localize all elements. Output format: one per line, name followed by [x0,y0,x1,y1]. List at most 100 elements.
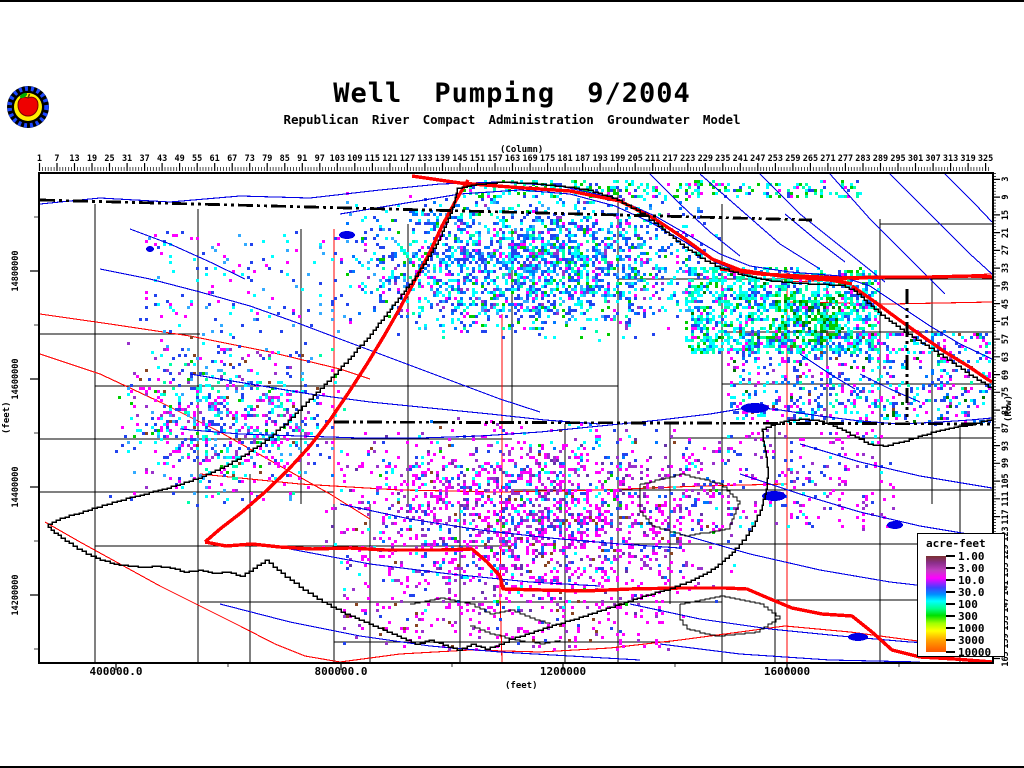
legend-tick [946,579,955,581]
column-label: 319 [960,154,976,164]
highway-thin [339,625,786,662]
interior-boundary [470,625,561,645]
stream-line [699,174,821,270]
column-label: 235 [715,154,731,164]
column-label: 13 [69,154,80,164]
stream-line [99,268,541,413]
reservoir-lake [887,521,903,529]
column-ticks [38,163,989,171]
column-label: 187 [574,154,591,164]
map-plot-area [38,172,994,664]
legend-value: 10.0 [958,574,985,587]
highway-thick [204,540,992,662]
column-label: 55 [192,154,203,164]
column-label: 49 [174,154,185,164]
state-border-line [40,198,813,222]
legend-tick [946,555,955,557]
column-label: 295 [890,154,906,164]
column-label: 205 [627,154,643,164]
stream-line [189,373,601,425]
column-label: 217 [662,154,678,164]
column-label: 229 [697,154,713,164]
state-border-line [333,420,992,426]
column-label: 43 [156,154,168,164]
highway-thin [40,313,371,380]
header: Well Pumping 9/2004 Republican River Com… [0,78,1024,127]
page-subtitle: Republican River Compact Administration … [283,112,741,127]
column-label: 253 [767,154,784,164]
column-label: 25 [104,154,115,164]
x-feet-label: 1600000 [763,665,811,678]
model-domain-boundary [47,181,992,651]
legend-entry: 3000 [918,634,1004,652]
x-feet-ticks [115,662,900,670]
column-label: 223 [680,154,696,164]
column-label: 127 [399,154,416,164]
stream-line [339,503,681,549]
well-pumping-cells [109,180,991,651]
column-label: 151 [469,154,486,164]
column-label: 211 [645,154,661,164]
y-feet-label: 14600000 [11,358,21,400]
column-label: 91 [297,154,308,164]
y-feet-label: 14800000 [11,250,21,292]
column-label: 307 [925,154,941,164]
legend-tick [946,615,955,617]
reservoir-lake [762,491,786,501]
bottom-axis-title: (feet) [505,681,538,691]
column-label: 115 [364,154,381,164]
legend-entry: 300 [918,610,1004,628]
column-label: 199 [609,154,626,164]
column-label: 313 [942,154,959,164]
column-label: 163 [504,154,521,164]
column-label: 61 [209,154,220,164]
column-label: 97 [314,154,325,164]
column-label: 85 [279,154,290,164]
column-label: 247 [750,154,766,164]
column-axis-title: (Column) [500,145,544,155]
stream-line [784,213,846,263]
interior-boundary [679,595,781,637]
column-label: 103 [329,154,345,164]
stream-line [219,603,641,661]
column-label: 169 [522,154,538,164]
legend-value: 10000 [958,646,992,659]
stream-line [759,174,886,283]
column-label: 37 [139,154,150,164]
left-axis-title: (feet) [2,401,12,434]
column-label: 289 [872,154,889,164]
highway-thin [44,521,341,662]
column-label: 193 [592,154,608,164]
column-label: 301 [907,154,924,164]
legend-entry: 30.0 [918,586,1004,604]
column-label: 139 [434,154,451,164]
column-label: 1 [36,154,43,164]
column-label: 145 [452,154,468,164]
column-label: 79 [262,154,273,164]
legend-title: acre-feet [926,537,986,550]
legend-value: 3.00 [958,562,985,575]
column-label: 265 [802,154,819,164]
highway-thick [851,284,992,384]
reservoir-lake [146,246,154,252]
column-label: 283 [855,154,871,164]
legend-entry: 1.00 [918,550,1004,568]
column-label: 277 [837,154,854,164]
rrca-apple-logo [7,86,49,128]
x-feet-label: 800000.0 [314,665,368,678]
legend-entry: 10000 [918,646,1004,664]
reservoir-lake [339,231,355,239]
legend-color-bar [926,556,946,652]
stream-line [889,174,992,275]
legend-value: 300 [958,610,978,623]
column-label: 73 [244,154,255,164]
apple-icon [17,92,39,117]
legend-tick [946,567,955,569]
page-title: Well Pumping 9/2004 [333,78,691,109]
legend-tick [946,639,955,641]
stream-line [799,353,856,390]
legend-entry: 100 [918,598,1004,616]
interior-boundary [410,597,551,624]
y-feet-label: 14400000 [11,466,21,508]
